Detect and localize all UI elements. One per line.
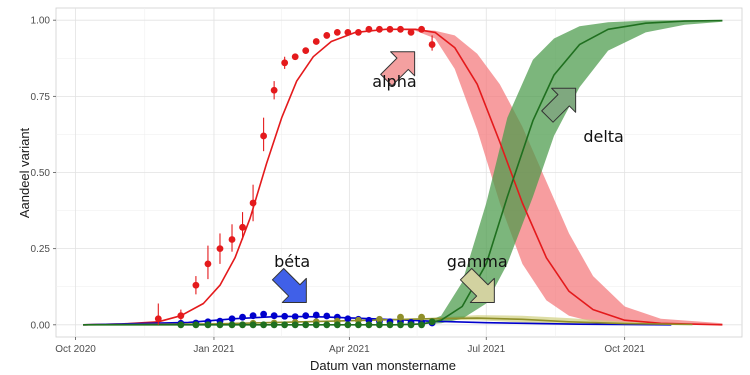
delta-data-point — [291, 321, 299, 329]
delta-data-point — [281, 321, 289, 329]
y-tick-label: 0.00 — [31, 320, 51, 331]
alpha-data-point — [407, 28, 415, 36]
delta-label: delta — [583, 127, 624, 146]
beta-data-point — [249, 312, 257, 320]
alpha-data-point — [228, 236, 236, 243]
alpha-data-point — [365, 25, 373, 33]
delta-data-point — [312, 321, 320, 329]
delta-data-point — [344, 321, 352, 329]
alpha-confidence-band — [83, 29, 723, 325]
delta-data-point — [204, 321, 212, 329]
y-tick-label: 0.75 — [31, 92, 51, 103]
delta-data-point — [216, 321, 224, 329]
beta-arrow-icon — [271, 268, 307, 303]
alpha-data-point — [291, 53, 299, 61]
beta-data-point — [281, 312, 289, 320]
alpha-data-point — [333, 28, 341, 36]
alpha-data-point — [177, 312, 185, 320]
beta-data-point — [228, 315, 236, 323]
delta-data-point — [386, 321, 394, 329]
delta-data-point — [270, 321, 278, 329]
alpha-data-point — [344, 28, 352, 36]
alpha-data-point — [270, 86, 278, 94]
gamma-data-point — [376, 315, 383, 323]
gamma-label: gamma — [447, 252, 508, 271]
gamma-arrow-icon — [459, 268, 495, 303]
x-tick-label: Oct 2020 — [55, 344, 96, 355]
alpha-data-point — [281, 59, 289, 67]
delta-data-point — [397, 321, 404, 329]
alpha-data-point — [204, 260, 212, 268]
alpha-data-point — [312, 38, 320, 45]
axes: 0.00 0.25 0.50 0.75 1.00 Oct 2020 Jan 2021 Apr … — [31, 16, 646, 355]
beta-data-point — [260, 310, 268, 318]
alpha-data-point — [216, 245, 224, 253]
y-tick-label: 0.50 — [31, 168, 51, 179]
x-tick-label: Jul 2021 — [467, 344, 505, 355]
delta-data-point — [376, 321, 383, 329]
x-tick-label: Oct 2021 — [604, 344, 645, 355]
delta-data-point — [418, 321, 425, 329]
delta-data-point — [239, 321, 246, 329]
delta-data-point — [177, 321, 185, 329]
gamma-data-point — [397, 313, 404, 321]
delta-data-point — [192, 321, 200, 329]
alpha-data-point — [154, 315, 162, 323]
beta-data-point — [323, 312, 331, 320]
alpha-data-point — [386, 25, 394, 33]
gamma-data-point — [418, 313, 425, 321]
delta-data-point — [260, 321, 268, 329]
delta-data-point — [354, 321, 362, 329]
delta-data-point — [323, 321, 331, 329]
delta-data-point — [228, 321, 236, 329]
beta-data-point — [270, 312, 278, 320]
y-tick-label: 0.25 — [31, 244, 51, 255]
delta-arrow-icon — [541, 87, 577, 123]
alpha-data-point — [397, 25, 404, 33]
alpha-data-point — [192, 281, 200, 289]
alpha-data-point — [376, 25, 383, 33]
y-tick-label: 1.00 — [31, 16, 51, 27]
delta-data-point — [365, 321, 373, 329]
x-tick-label: Jan 2021 — [193, 344, 235, 355]
alpha-data-point — [354, 28, 362, 36]
alpha-data-point — [249, 199, 257, 207]
x-tick-label: Apr 2021 — [329, 344, 370, 355]
annotations: alpha delta béta gamma — [271, 51, 624, 303]
alpha-data-point — [239, 223, 246, 231]
delta-fit-line — [83, 19, 723, 326]
alpha-data-point — [260, 132, 268, 140]
beta-data-point — [239, 313, 246, 321]
delta-data-point — [407, 321, 415, 329]
x-axis-title: Datum van monstername — [310, 358, 456, 373]
delta-data-point — [333, 321, 341, 329]
y-axis-title: Aandeel variant — [17, 127, 32, 218]
beta-label: béta — [274, 252, 310, 271]
delta-data-point — [428, 318, 436, 326]
beta-data-point — [312, 311, 320, 319]
alpha-data-point — [323, 32, 331, 39]
alpha-data-point — [302, 47, 310, 55]
beta-data-point — [344, 315, 352, 323]
alpha-arrow-icon — [380, 51, 416, 87]
alpha-data-point — [418, 25, 425, 33]
beta-data-point — [291, 313, 299, 320]
alpha-label: alpha — [372, 72, 416, 91]
data-points — [154, 25, 436, 329]
beta-data-point — [302, 312, 310, 320]
delta-data-point — [302, 321, 310, 329]
alpha-data-point — [428, 41, 436, 48]
delta-data-point — [249, 321, 257, 329]
